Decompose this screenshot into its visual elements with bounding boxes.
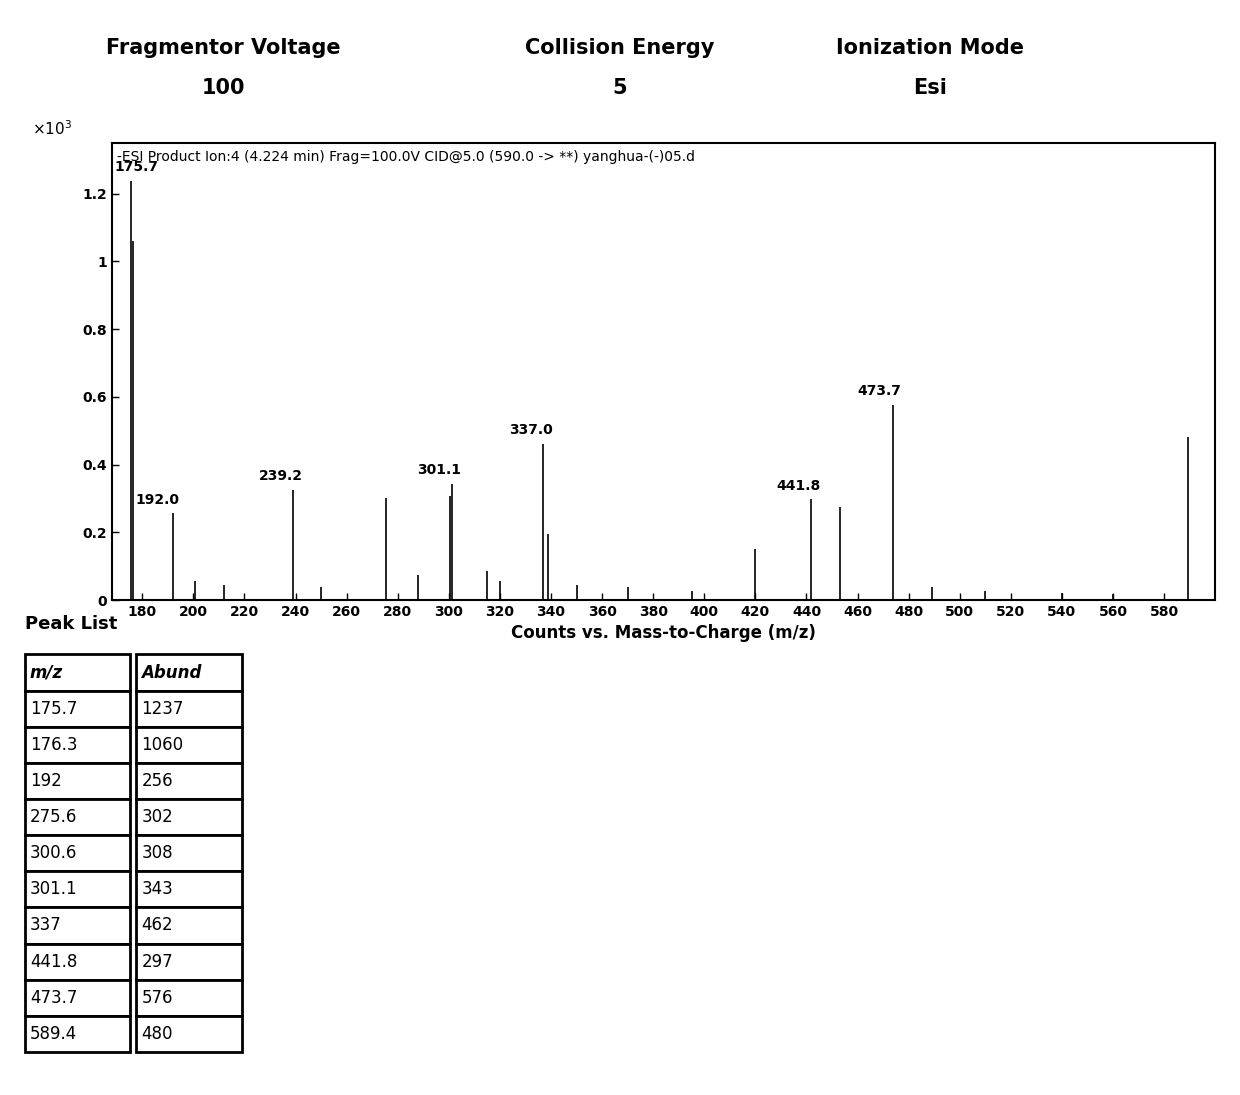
Text: 480: 480 — [141, 1025, 172, 1042]
Text: 176.3: 176.3 — [30, 736, 77, 753]
Text: Abund: Abund — [141, 664, 202, 681]
Text: 302: 302 — [141, 808, 174, 826]
Bar — [136, 799, 242, 835]
Text: 301.1: 301.1 — [30, 880, 77, 898]
Text: $\times$10$^{3}$: $\times$10$^{3}$ — [32, 119, 72, 138]
Text: 175.7: 175.7 — [30, 700, 77, 717]
Text: 1237: 1237 — [141, 700, 184, 717]
Text: 192.0: 192.0 — [135, 493, 180, 507]
Text: 441.8: 441.8 — [30, 953, 77, 970]
Bar — [25, 799, 130, 835]
Text: 576: 576 — [141, 989, 172, 1006]
Bar — [136, 944, 242, 980]
Text: 301.1: 301.1 — [417, 463, 461, 477]
Text: 308: 308 — [141, 844, 174, 862]
Text: 5: 5 — [613, 78, 627, 97]
Text: 589.4: 589.4 — [30, 1025, 77, 1042]
Text: 462: 462 — [141, 917, 174, 934]
Text: 297: 297 — [141, 953, 174, 970]
Text: 337: 337 — [30, 917, 62, 934]
Text: 239.2: 239.2 — [259, 469, 303, 483]
Bar — [136, 835, 242, 872]
Bar — [136, 908, 242, 944]
Text: -ESI Product Ion:4 (4.224 min) Frag=100.0V CID@5.0 (590.0 -> **) yanghua-(-)05.d: -ESI Product Ion:4 (4.224 min) Frag=100.… — [117, 150, 696, 164]
Bar — [25, 872, 130, 908]
Text: 1060: 1060 — [141, 736, 184, 753]
Text: m/z: m/z — [30, 664, 63, 681]
Text: 175.7: 175.7 — [114, 160, 159, 174]
Text: 275.6: 275.6 — [30, 808, 77, 826]
Bar — [136, 980, 242, 1016]
Text: Fragmentor Voltage: Fragmentor Voltage — [105, 37, 341, 58]
Text: 337.0: 337.0 — [508, 423, 553, 437]
Text: 473.7: 473.7 — [30, 989, 77, 1006]
Bar — [25, 1016, 130, 1052]
Text: 473.7: 473.7 — [858, 384, 901, 399]
Text: 343: 343 — [141, 880, 174, 898]
Bar — [136, 763, 242, 799]
Bar — [25, 944, 130, 980]
Text: Esi: Esi — [913, 78, 947, 97]
Bar — [25, 763, 130, 799]
Bar — [25, 727, 130, 763]
Text: 256: 256 — [141, 772, 174, 789]
Bar — [136, 727, 242, 763]
Bar — [25, 655, 130, 691]
Text: Collision Energy: Collision Energy — [526, 37, 714, 58]
Text: Peak List: Peak List — [25, 615, 117, 633]
Bar — [136, 1016, 242, 1052]
Bar — [25, 908, 130, 944]
Bar — [25, 980, 130, 1016]
Text: Ionization Mode: Ionization Mode — [836, 37, 1024, 58]
Bar — [136, 872, 242, 908]
Text: 441.8: 441.8 — [776, 479, 821, 493]
X-axis label: Counts vs. Mass-to-Charge (m/z): Counts vs. Mass-to-Charge (m/z) — [511, 624, 816, 643]
Bar — [25, 835, 130, 872]
Bar — [25, 691, 130, 727]
Bar — [136, 691, 242, 727]
Text: 192: 192 — [30, 772, 62, 789]
Bar — [136, 655, 242, 691]
Text: 100: 100 — [201, 78, 246, 97]
Text: 300.6: 300.6 — [30, 844, 77, 862]
